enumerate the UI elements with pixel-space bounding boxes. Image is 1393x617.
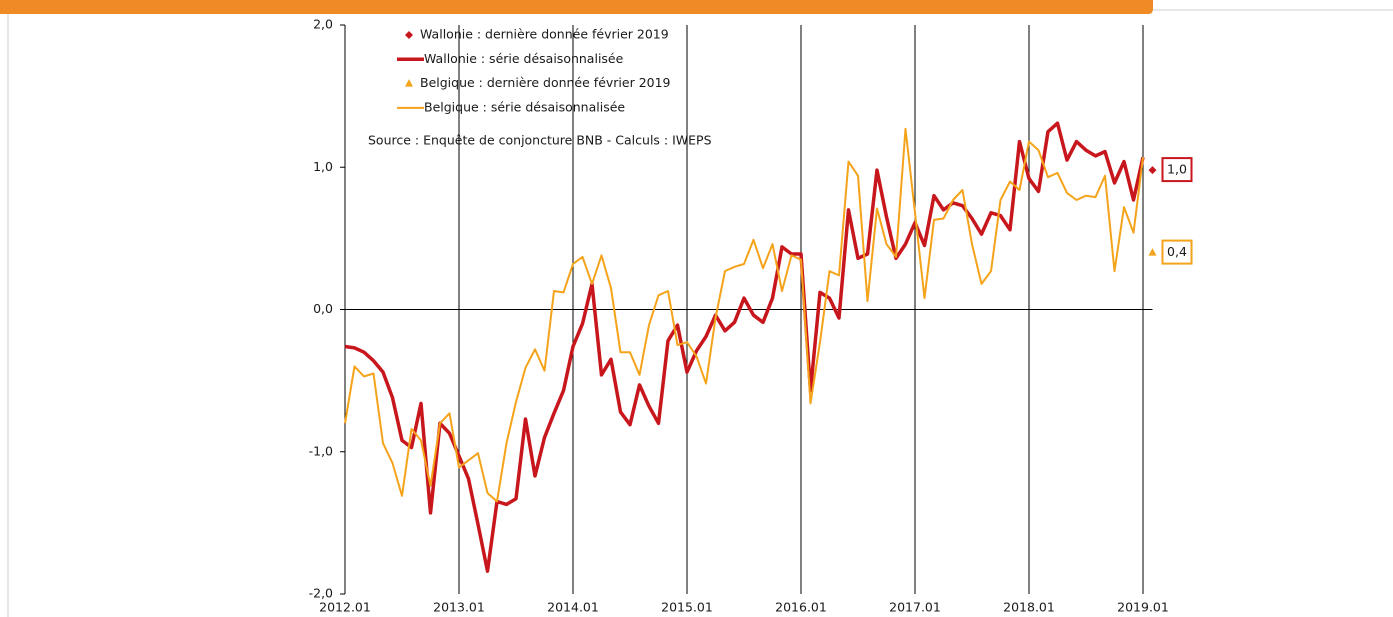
x-tick-label: 2013.01 <box>433 600 485 615</box>
legend-label: Wallonie : série désaisonnalisée <box>424 51 624 66</box>
x-tick-label: 2016.01 <box>775 600 827 615</box>
x-tick-label: 2014.01 <box>547 600 599 615</box>
legend-swatch <box>405 79 413 87</box>
x-tick-label: 2015.01 <box>661 600 713 615</box>
top-bar <box>0 0 1153 14</box>
x-tick-label: 2018.01 <box>1003 600 1055 615</box>
source-annotation: Source : Enquête de conjoncture BNB - Ca… <box>368 133 712 148</box>
value-label: 1,0 <box>1167 162 1187 177</box>
legend-label: Belgique : série désaisonnalisée <box>424 99 625 114</box>
y-tick-label: 0,0 <box>313 301 333 316</box>
legend-label: Belgique : dernière donnée février 2019 <box>420 75 671 90</box>
y-tick-label: -1,0 <box>309 443 333 458</box>
value-label: 0,4 <box>1167 244 1187 259</box>
last-point <box>1148 248 1157 256</box>
series-line <box>344 127 1144 503</box>
y-tick-label: 2,0 <box>313 17 333 32</box>
y-tick-label: 1,0 <box>313 159 333 174</box>
y-tick-label: -2,0 <box>309 586 333 601</box>
last-point <box>1148 166 1157 175</box>
x-tick-label: 2017.01 <box>889 600 941 615</box>
value-label-box <box>1161 239 1193 265</box>
legend-swatch <box>405 31 413 39</box>
series-line <box>344 121 1145 573</box>
x-tick-label: 2012.01 <box>319 600 371 615</box>
value-label-box <box>1161 157 1193 183</box>
legend-label: Wallonie : dernière donnée février 2019 <box>420 27 669 42</box>
x-tick-label: 2019.01 <box>1117 600 1169 615</box>
